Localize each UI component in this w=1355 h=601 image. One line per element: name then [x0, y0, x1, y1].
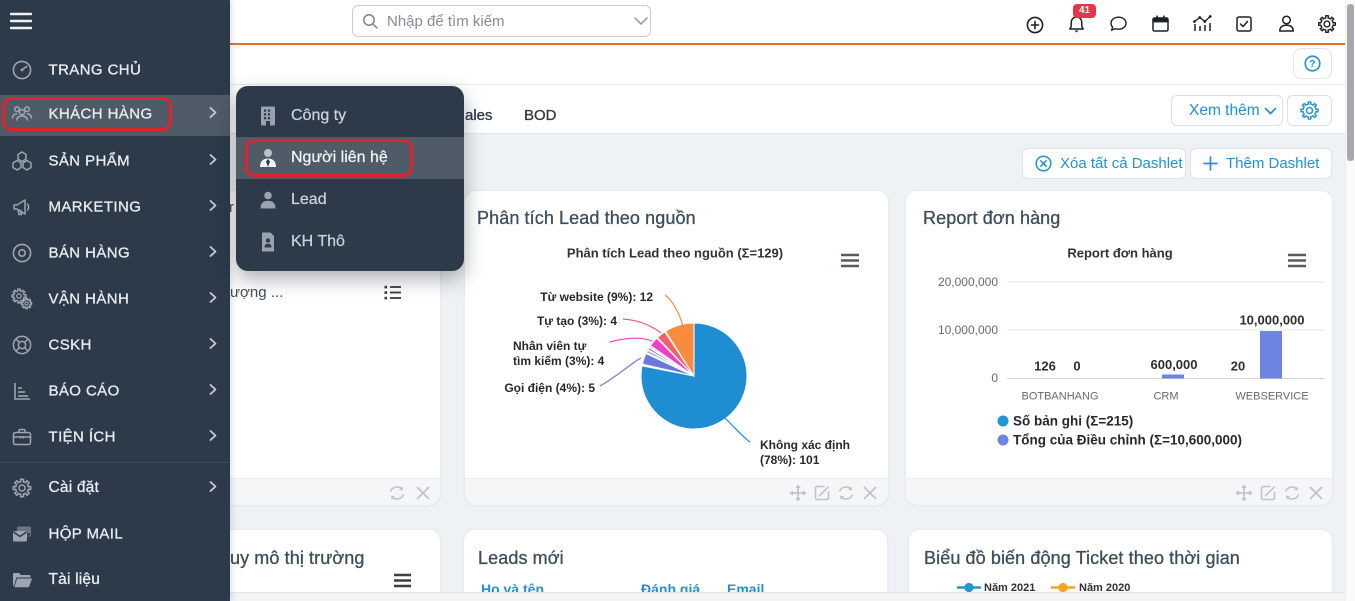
svg-text:BOTBANHANG: BOTBANHANG: [1021, 391, 1098, 403]
svg-text:Số bản ghi (Σ=215): Số bản ghi (Σ=215): [1013, 414, 1133, 429]
svg-text:10,000,000: 10,000,000: [1239, 313, 1304, 328]
svg-text:20: 20: [1231, 359, 1245, 374]
svg-text:?: ?: [1309, 58, 1315, 70]
svg-text:126: 126: [1034, 359, 1056, 374]
svg-text:0: 0: [991, 371, 998, 385]
svg-text:20,000,000: 20,000,000: [938, 275, 998, 289]
svg-text:Report đơn hàng: Report đơn hàng: [1067, 246, 1172, 261]
svg-text:CRM: CRM: [1153, 391, 1178, 403]
svg-text:Tổng của Điều chỉnh (Σ=10,600,: Tổng của Điều chỉnh (Σ=10,600,000): [1013, 433, 1242, 448]
svg-text:10,000,000: 10,000,000: [938, 323, 998, 337]
svg-text:WEBSERVICE: WEBSERVICE: [1235, 391, 1308, 403]
svg-text:Phân tích Lead theo nguồn (Σ=1: Phân tích Lead theo nguồn (Σ=129): [567, 246, 783, 261]
svg-text:0: 0: [1073, 359, 1080, 374]
svg-text:600,000: 600,000: [1151, 357, 1198, 372]
